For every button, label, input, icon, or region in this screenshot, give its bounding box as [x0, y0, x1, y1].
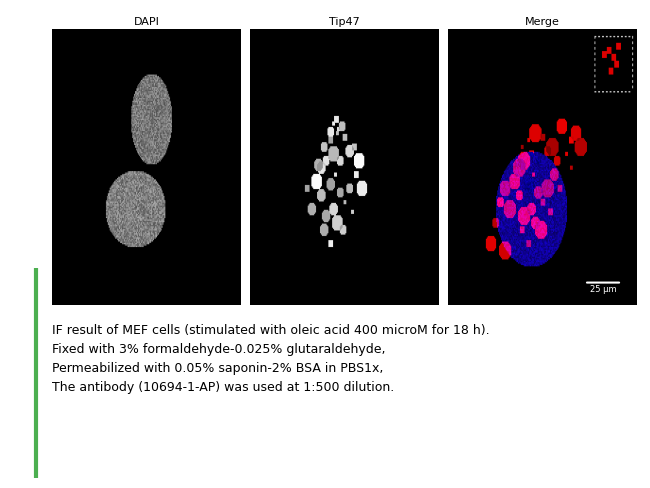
Text: IF result of MEF cells (stimulated with oleic acid 400 microM for 18 h).
Fixed w: IF result of MEF cells (stimulated with … — [52, 324, 489, 394]
Title: Tip47: Tip47 — [329, 17, 360, 27]
Title: DAPI: DAPI — [133, 17, 159, 27]
Title: Merge: Merge — [525, 17, 560, 27]
Text: 25 μm: 25 μm — [590, 285, 616, 294]
